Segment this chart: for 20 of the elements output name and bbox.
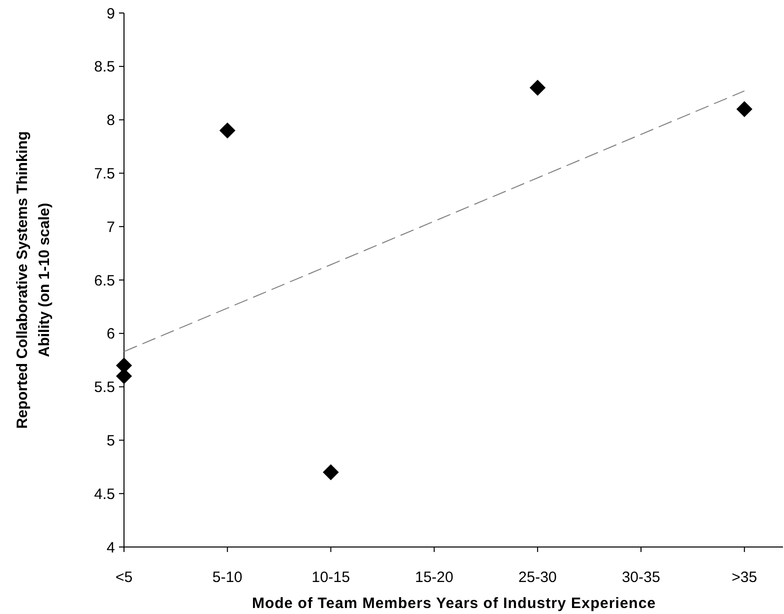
y-tick-label: 5 — [106, 432, 115, 450]
y-tick-label: 6.5 — [94, 272, 115, 290]
x-axis-title: Mode of Team Members Years of Industry Experience — [252, 595, 656, 612]
y-tick-label: 7 — [106, 218, 115, 236]
x-tick-label: 15-20 — [415, 569, 454, 586]
x-tick-label: 30-35 — [622, 569, 660, 586]
x-tick-label: 25-30 — [518, 569, 557, 586]
y-tick-label: 8 — [106, 112, 115, 130]
y-tick-label: 8.5 — [94, 58, 115, 76]
x-tick-label: 10-15 — [312, 569, 350, 586]
y-tick-label: 7.5 — [94, 165, 115, 182]
y-tick-label: 6 — [106, 326, 115, 343]
x-tick-label: 5-10 — [212, 569, 242, 586]
y-tick-label: 5.5 — [94, 379, 115, 396]
x-tick-label: >35 — [732, 569, 758, 586]
x-tick-label: <5 — [115, 569, 133, 586]
y-tick-label: 4.5 — [94, 486, 115, 503]
y-axis-title: Reported Collaborative Systems Thinking Ability (on 1-10 scale) — [13, 130, 54, 431]
y-tick-label: 4 — [106, 539, 115, 556]
y-tick-label: 9 — [106, 5, 115, 22]
